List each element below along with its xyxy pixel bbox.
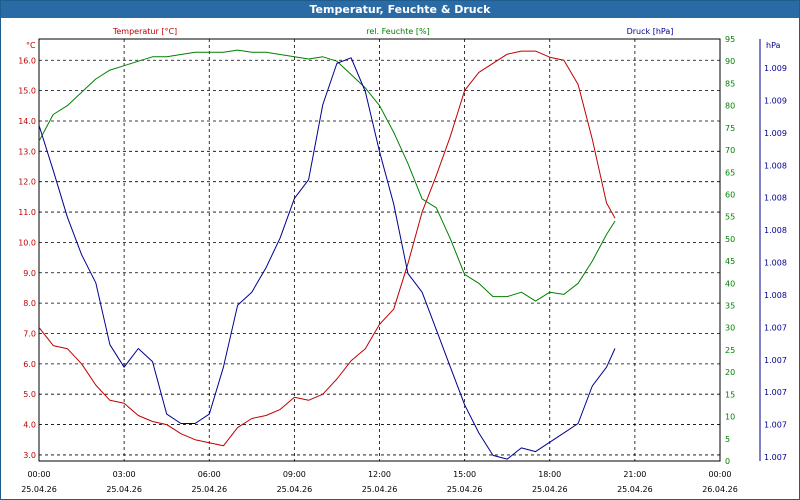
pressure-tick-label: 1.008 [764,259,787,268]
x-tick-time: 15:00 [453,470,476,479]
temperature-tick-label: 14.0 [18,117,36,126]
humidity-tick-label: 0 [725,457,730,466]
temperature-tick-label: 4.0 [23,421,36,430]
temperature-tick-label: 11.0 [18,208,36,217]
pressure-axis-label: Druck [hPa] [627,27,674,36]
temperature-unit: °C [26,41,36,50]
pressure-tick-label: 1.008 [764,194,787,203]
pressure-tick-label: 1.007 [764,323,787,332]
humidity-tick-label: 65 [725,168,735,177]
humidity-tick-label: 10 [725,413,735,422]
x-tick-time: 03:00 [113,470,136,479]
temperature-tick-label: 10.0 [18,238,36,247]
humidity-tick-label: 75 [725,124,735,133]
temperature-tick-label: 15.0 [18,87,36,96]
pressure-tick-label: 1.008 [764,161,787,170]
pressure-tick-label: 1.007 [764,453,787,462]
temperature-tick-label: 3.0 [23,451,36,460]
pressure-tick-label: 1.007 [764,388,787,397]
humidity-tick-label: 90 [725,57,735,66]
humidity-tick-label: 85 [725,79,735,88]
series-line-pressure [38,57,616,460]
pressure-tick-label: 1.008 [764,226,787,235]
temperature-tick-label: 7.0 [23,329,36,338]
pressure-tick-label: 1.007 [764,421,787,430]
x-tick-time: 18:00 [538,470,561,479]
pressure-tick-label: 1.009 [764,96,787,105]
x-tick-time: 21:00 [623,470,646,479]
x-tick-date: 25.04.26 [362,485,398,494]
humidity-tick-label: 30 [725,324,735,333]
humidity-tick-label: 45 [725,257,735,266]
humidity-tick-label: 25 [725,346,735,355]
humidity-tick-label: 5 [725,435,730,444]
x-tick-time: 00:00 [27,470,50,479]
temperature-tick-label: 12.0 [18,178,36,187]
humidity-tick-label: 95 [725,35,735,44]
pressure-unit: hPa [766,41,781,50]
humidity-tick-label: 55 [725,213,735,222]
temperature-tick-label: 13.0 [18,147,36,156]
x-tick-date: 25.04.26 [191,485,227,494]
humidity-tick-label: 40 [725,279,735,288]
x-tick-time: 00:00 [708,470,731,479]
pressure-tick-label: 1.007 [764,356,787,365]
temperature-tick-label: 6.0 [23,360,36,369]
grid [38,38,721,462]
tick-labels: 00:00 25.04.26 03:00 25.04.26 06:00 25.04.26 0… [18,35,787,494]
x-tick-date: 25.04.26 [21,485,57,494]
x-tick-date: 25.04.26 [532,485,568,494]
humidity-tick-label: 15 [725,390,735,399]
chart-title: Temperatur, Feuchte & Druck [1,1,799,18]
pressure-tick-label: 1.009 [764,129,787,138]
x-tick-time: 09:00 [283,470,306,479]
temperature-axis-label: Temperatur [°C] [112,27,177,36]
series-lines [38,49,616,460]
pressure-tick-label: 1.009 [764,64,787,73]
temperature-tick-label: 16.0 [18,56,36,65]
x-tick-date: 25.04.26 [277,485,313,494]
humidity-tick-label: 20 [725,368,735,377]
humidity-tick-label: 50 [725,235,735,244]
temperature-tick-label: 8.0 [23,299,36,308]
x-tick-date: 25.04.26 [617,485,653,494]
humidity-tick-label: 70 [725,146,735,155]
series-line-temperature [38,50,616,447]
x-tick-time: 12:00 [368,470,391,479]
temperature-tick-label: 9.0 [23,269,36,278]
pressure-tick-label: 1.008 [764,291,787,300]
x-tick-date: 26.04.26 [702,485,738,494]
axes: Temperatur [°C] rel. Feuchte [%] Druck [… [26,27,781,50]
humidity-tick-label: 80 [725,102,735,111]
x-tick-time: 06:00 [198,470,221,479]
humidity-axis-label: rel. Feuchte [%] [366,27,429,36]
humidity-tick-label: 35 [725,302,735,311]
series-line-humidity [38,49,616,302]
humidity-tick-label: 60 [725,190,735,199]
x-tick-date: 25.04.26 [106,485,142,494]
x-tick-date: 25.04.26 [447,485,483,494]
temperature-tick-label: 5.0 [23,390,36,399]
